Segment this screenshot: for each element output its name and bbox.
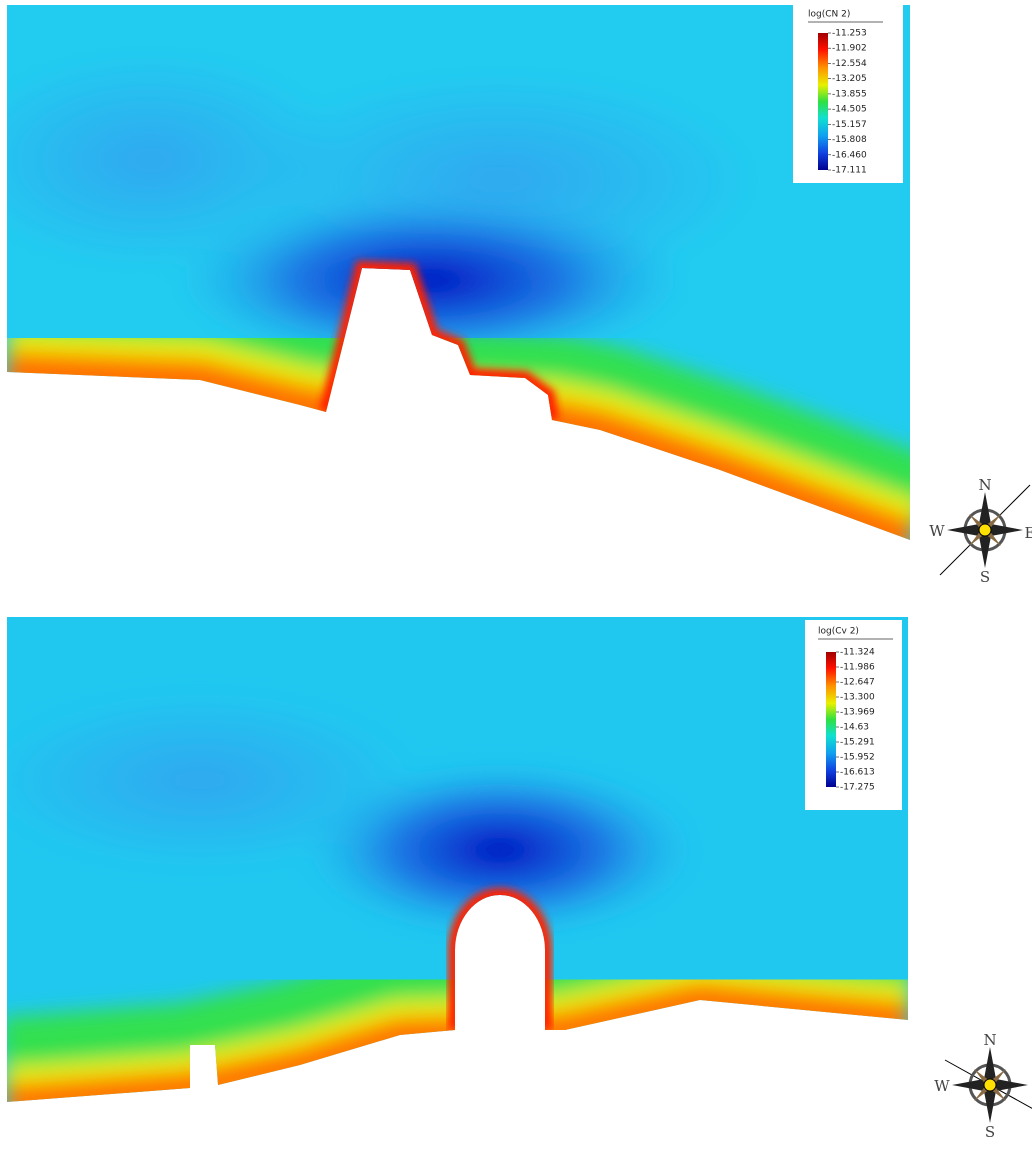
colorbar-label: -15.291: [840, 738, 875, 748]
colorbar-label: -14.63: [840, 723, 869, 733]
compass-label: E: [1025, 524, 1032, 542]
colorbar-label: -11.324: [840, 648, 875, 658]
field-plot: [7, 617, 908, 1102]
legend-title: log(Cv 2): [818, 627, 859, 637]
legend-title: log(CN 2): [808, 10, 850, 20]
colorbar-label: -16.613: [840, 768, 875, 778]
colorbar-label: -12.554: [832, 59, 867, 69]
colorbar: [826, 652, 836, 787]
colorbar-label: -15.952: [840, 753, 875, 763]
colorbar-label: -14.505: [832, 105, 867, 115]
colorbar-label: -15.808: [832, 135, 867, 145]
colorbar-label: -13.300: [840, 693, 875, 703]
colorbar-label: -15.157: [832, 120, 867, 130]
colorbar-label: -13.969: [840, 708, 875, 718]
field-plot: [7, 5, 910, 540]
colorbar-label: -11.253: [832, 29, 867, 39]
compass-center: [978, 523, 992, 537]
compass-center: [983, 1078, 997, 1092]
legend-box: [793, 5, 903, 183]
compass-label: N: [978, 476, 991, 494]
colorbar-label: -17.275: [840, 783, 875, 793]
compass-label: S: [985, 1123, 995, 1141]
colorbar-label: -12.647: [840, 678, 875, 688]
colorbar-label: -17.111: [832, 166, 867, 176]
compass-label: W: [934, 1077, 950, 1095]
compass-label: S: [980, 568, 990, 586]
colorbar-label: -11.902: [832, 44, 867, 54]
legend-box: [805, 620, 902, 810]
colorbar-label: -11.986: [840, 663, 875, 673]
compass-label: N: [983, 1031, 996, 1049]
colorbar-label: -13.855: [832, 89, 867, 99]
compass-label: W: [929, 522, 945, 540]
colorbar: [818, 33, 828, 170]
colorbar-label: -16.460: [832, 150, 867, 160]
colorbar-label: -13.205: [832, 74, 867, 84]
